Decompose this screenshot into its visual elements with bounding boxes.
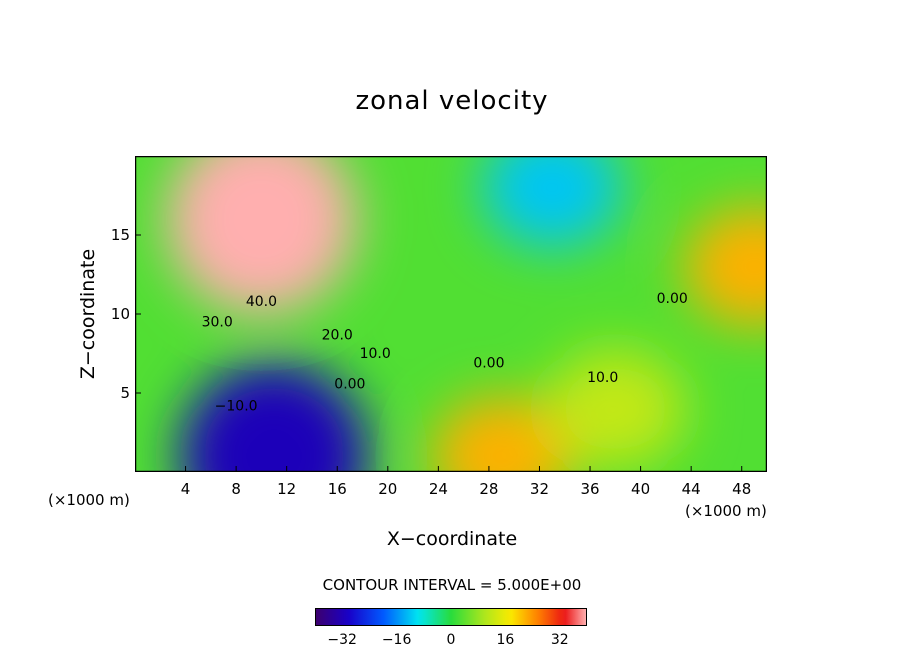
colorbar-tick-label-3: 16 — [496, 632, 515, 648]
colorbar-tick-label-2: 0 — [446, 632, 456, 648]
x-tick-label-5: 24 — [428, 480, 448, 498]
contour-label-3: 10.0 — [360, 346, 391, 362]
y-axis-label: Z−coordinate — [77, 248, 99, 380]
contour-label-4: 0.00 — [334, 376, 365, 392]
x-tick-label-1: 8 — [231, 480, 241, 498]
x-axis-label: X−coordinate — [386, 528, 518, 550]
colorbar-tick-label-4: 32 — [550, 632, 569, 648]
field-feature-0 — [166, 156, 357, 315]
x-tick-label-9: 40 — [631, 480, 651, 498]
field-feature-2 — [482, 156, 623, 248]
x-tick-label-7: 32 — [529, 480, 550, 498]
x-tick-label-8: 36 — [580, 480, 600, 498]
field-feature-4 — [545, 348, 686, 469]
contour-label-2: 20.0 — [322, 327, 353, 343]
x-unit-left: (×1000 m) — [48, 491, 130, 509]
contour-plot: 40.0 30.0 20.0 10.0 0.00 −10.0 0.00 10.0 0.00 — [135, 156, 767, 472]
x-tick-label-11: 48 — [732, 480, 752, 498]
contour-label-7: 10.0 — [587, 370, 618, 386]
chart-title: zonal velocity — [355, 86, 549, 116]
y-tick-label-0: 5 — [120, 384, 130, 402]
x-tick-label-6: 28 — [479, 480, 499, 498]
x-unit-right: (×1000 m) — [685, 502, 767, 520]
x-tick-label-10: 44 — [681, 480, 701, 498]
y-tick-label-2: 15 — [110, 226, 130, 244]
x-tick-label-4: 20 — [378, 480, 398, 498]
contour-interval-text: CONTOUR INTERVAL = 5.000E+00 — [322, 576, 582, 594]
field-feature-3 — [431, 396, 572, 472]
x-tick-label-2: 12 — [277, 480, 297, 498]
y-tick-label-1: 10 — [110, 305, 130, 323]
field-feature-1 — [179, 361, 370, 472]
x-tick-label-3: 16 — [327, 480, 347, 498]
contour-label-6: 0.00 — [473, 356, 504, 372]
x-tick-label-0: 4 — [180, 480, 191, 498]
contour-label-0: 40.0 — [246, 294, 277, 310]
contour-label-1: 30.0 — [202, 315, 233, 331]
contour-label-8: 0.00 — [657, 291, 688, 307]
plot-area: 40.0 30.0 20.0 10.0 0.00 −10.0 0.00 10.0 0.00 — [135, 156, 767, 472]
field-feature-5 — [684, 206, 767, 327]
colorbar — [315, 608, 587, 626]
contour-label-5: −10.0 — [215, 398, 258, 414]
colorbar-tick-label-1: −16 — [381, 632, 412, 648]
colorbar-tick-label-0: −32 — [327, 632, 357, 648]
